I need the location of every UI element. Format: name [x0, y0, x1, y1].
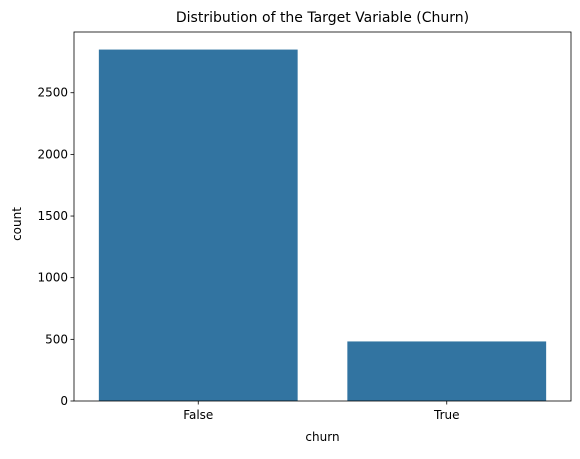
y-tick-label-1: 500	[45, 332, 68, 346]
y-axis-ticks: 0 500 1000 1500 2000 2500	[37, 86, 74, 408]
y-axis-label: count	[10, 207, 24, 241]
y-tick-label-5: 2500	[37, 86, 68, 100]
x-axis-ticks: False True	[183, 401, 460, 422]
bars	[98, 49, 547, 401]
x-tick-label-false: False	[183, 408, 213, 422]
x-axis-label: churn	[305, 430, 339, 444]
chart-title: Distribution of the Target Variable (Chu…	[176, 10, 469, 26]
y-tick-label-4: 2000	[37, 147, 68, 161]
x-tick-label-true: True	[433, 408, 460, 422]
bar-false	[98, 49, 298, 401]
y-tick-label-2: 1000	[37, 271, 68, 285]
y-tick-label-0: 0	[60, 394, 68, 408]
y-tick-label-3: 1500	[37, 209, 68, 223]
plot-frame	[73, 31, 572, 402]
bar-true	[347, 341, 547, 401]
